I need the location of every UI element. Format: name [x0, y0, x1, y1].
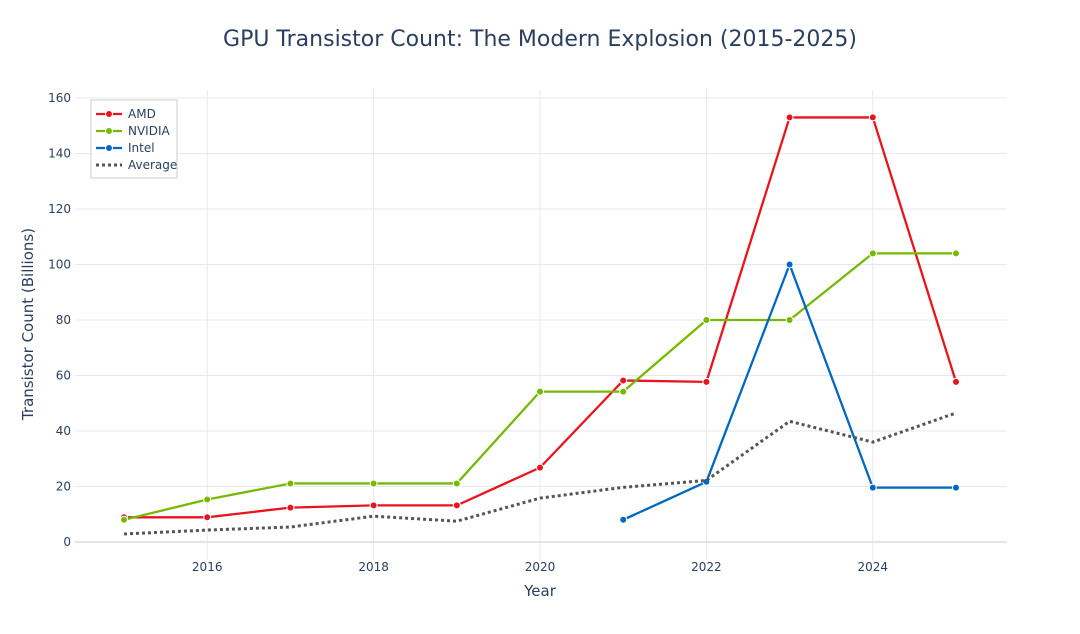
- data-point-amd: [619, 376, 628, 385]
- data-point-amd: [286, 503, 295, 512]
- y-tick-label: 120: [48, 202, 71, 216]
- y-axis-label: Transistor Count (Billions): [19, 228, 37, 421]
- data-point-amd: [203, 513, 212, 522]
- legend-label: AMD: [128, 107, 156, 121]
- data-point-intel: [619, 515, 628, 524]
- chart-title: GPU Transistor Count: The Modern Explosi…: [223, 27, 857, 52]
- data-point-amd: [702, 377, 711, 386]
- y-tick-label: 160: [48, 91, 71, 105]
- y-tick-label: 0: [63, 535, 71, 549]
- data-point-nvidia: [286, 479, 295, 488]
- data-point-amd: [536, 463, 544, 472]
- data-point-nvidia: [702, 316, 711, 324]
- data-point-nvidia: [452, 479, 461, 488]
- y-tick-label: 60: [56, 369, 71, 383]
- x-tick-label: 2016: [192, 560, 223, 574]
- y-tick-label: 100: [48, 258, 71, 272]
- legend-marker: [105, 144, 113, 152]
- data-point-amd: [952, 377, 960, 386]
- axis-ticks: 2016 2018 2020 2022 2024 0 20 40 60 80 100 120 140 16…: [48, 91, 888, 574]
- legend[interactable]: AMD NVIDIA Intel Average: [90, 99, 178, 179]
- data-point-nvidia: [536, 387, 544, 396]
- series-line-intel: [622, 263, 956, 521]
- data-point-nvidia: [619, 387, 628, 396]
- data-point-amd: [369, 501, 378, 510]
- data-point-nvidia: [369, 479, 378, 488]
- data-point-intel: [868, 483, 877, 492]
- y-tick-label: 140: [48, 147, 71, 161]
- data-point-intel: [785, 260, 794, 269]
- data-point-nvidia: [120, 515, 128, 524]
- data-point-intel: [952, 483, 960, 492]
- y-tick-label: 20: [56, 480, 71, 494]
- y-tick-label: 40: [56, 424, 71, 438]
- data-point-nvidia: [952, 249, 960, 258]
- data-point-nvidia: [785, 316, 794, 324]
- legend-marker: [105, 127, 113, 135]
- data-point-amd: [452, 501, 461, 510]
- x-tick-label: 2018: [358, 560, 389, 574]
- data-point-amd: [785, 113, 794, 122]
- series-line-average: [123, 411, 957, 536]
- legend-label: Average: [128, 158, 177, 172]
- legend-label: NVIDIA: [128, 124, 171, 138]
- data-point-nvidia: [203, 495, 212, 504]
- y-tick-label: 80: [56, 313, 71, 327]
- data-point-amd: [868, 113, 877, 122]
- x-axis-label: Year: [523, 582, 557, 600]
- x-tick-label: 2020: [525, 560, 556, 574]
- legend-marker: [105, 110, 113, 118]
- series-lines: [120, 113, 960, 536]
- x-tick-label: 2022: [691, 560, 722, 574]
- grid: [75, 90, 1007, 560]
- x-tick-label: 2024: [858, 560, 889, 574]
- data-point-nvidia: [868, 249, 877, 258]
- legend-label: Intel: [128, 141, 155, 155]
